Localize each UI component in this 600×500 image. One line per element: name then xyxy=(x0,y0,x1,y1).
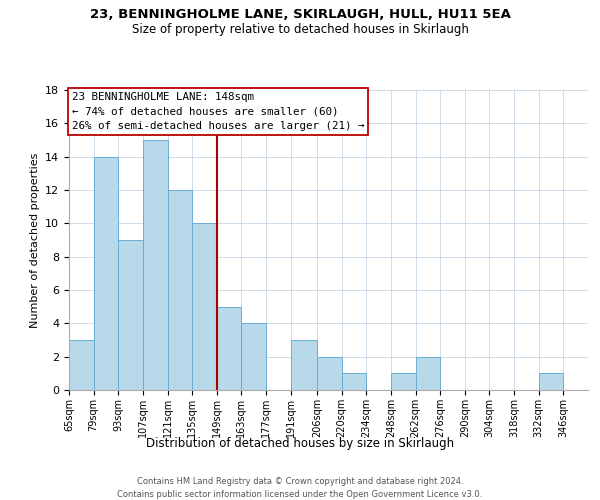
Text: Contains HM Land Registry data © Crown copyright and database right 2024.: Contains HM Land Registry data © Crown c… xyxy=(137,478,463,486)
Text: Size of property relative to detached houses in Skirlaugh: Size of property relative to detached ho… xyxy=(131,22,469,36)
Bar xyxy=(290,340,317,390)
Bar xyxy=(118,240,143,390)
Bar xyxy=(416,356,440,390)
Bar xyxy=(217,306,241,390)
Bar xyxy=(539,374,563,390)
Bar xyxy=(94,156,118,390)
Bar xyxy=(241,324,266,390)
Text: Contains public sector information licensed under the Open Government Licence v3: Contains public sector information licen… xyxy=(118,490,482,499)
Bar xyxy=(317,356,341,390)
Bar xyxy=(391,374,416,390)
Bar xyxy=(167,190,192,390)
Text: 23, BENNINGHOLME LANE, SKIRLAUGH, HULL, HU11 5EA: 23, BENNINGHOLME LANE, SKIRLAUGH, HULL, … xyxy=(89,8,511,20)
Text: Distribution of detached houses by size in Skirlaugh: Distribution of detached houses by size … xyxy=(146,438,454,450)
Text: 23 BENNINGHOLME LANE: 148sqm
← 74% of detached houses are smaller (60)
26% of se: 23 BENNINGHOLME LANE: 148sqm ← 74% of de… xyxy=(71,92,364,131)
Y-axis label: Number of detached properties: Number of detached properties xyxy=(29,152,40,328)
Bar xyxy=(69,340,94,390)
Bar xyxy=(192,224,217,390)
Bar xyxy=(341,374,367,390)
Bar xyxy=(143,140,167,390)
